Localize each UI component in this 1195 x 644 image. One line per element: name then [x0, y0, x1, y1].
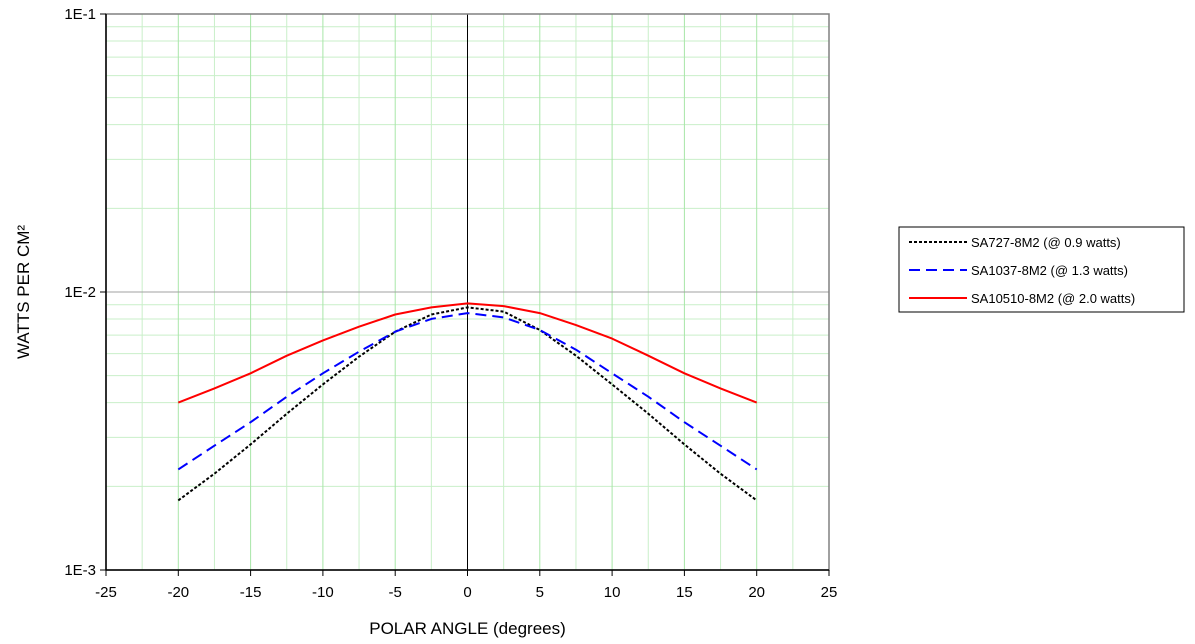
legend-items: SA727-8M2 (@ 0.9 watts) SA1037-8M2 (@ 1.3… [909, 235, 1135, 306]
x-tick-label: 25 [821, 584, 838, 601]
series-line-2 [177, 312, 758, 471]
x-tick-label: -20 [167, 584, 189, 601]
legend-label-1: SA727-8M2 (@ 0.9 watts) [971, 235, 1121, 250]
x-tick-label: 0 [463, 584, 471, 601]
y-tick-label: 1E-3 [64, 562, 96, 579]
legend-label-3: SA10510-8M2 (@ 2.0 watts) [971, 291, 1135, 306]
x-tick-label: 20 [748, 584, 765, 601]
y-tick-label: 1E-2 [64, 284, 96, 301]
x-tick-label: -10 [312, 584, 334, 601]
x-tick-label: 15 [676, 584, 693, 601]
y-axis-ticks: 1E-3 1E-2 1E-1 [64, 6, 107, 579]
x-tick-label: -5 [389, 584, 402, 601]
series-line-3 [177, 302, 758, 404]
x-tick-label: -25 [95, 584, 117, 601]
x-axis-ticks: -25 -20 -15 -10 -5 0 5 10 15 20 25 [95, 569, 838, 601]
x-tick-label: -15 [240, 584, 262, 601]
series-line-1 [177, 306, 758, 502]
x-tick-label: 10 [604, 584, 621, 601]
y-tick-label: 1E-1 [64, 6, 96, 23]
x-tick-label: 5 [536, 584, 544, 601]
series-layer [177, 302, 758, 502]
y-axis-title: WATTS PER CM² [14, 225, 33, 359]
x-axis-title: POLAR ANGLE (degrees) [369, 619, 566, 638]
legend: SA727-8M2 (@ 0.9 watts) SA1037-8M2 (@ 1.3… [898, 226, 1185, 313]
legend-label-2: SA1037-8M2 (@ 1.3 watts) [971, 263, 1128, 278]
